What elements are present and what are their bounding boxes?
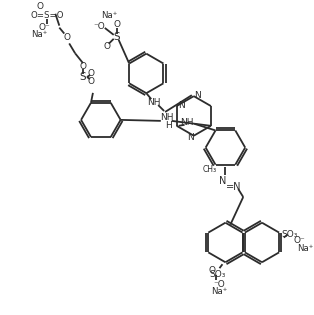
Text: N: N [219, 176, 226, 186]
Text: N: N [187, 133, 194, 142]
Text: Na⁺: Na⁺ [211, 287, 228, 296]
Text: H: H [165, 121, 172, 130]
Text: O: O [88, 69, 95, 77]
Text: O: O [113, 20, 120, 30]
Text: ⁻O: ⁻O [93, 22, 105, 32]
Text: O⁻: O⁻ [294, 236, 306, 245]
Text: O: O [103, 42, 110, 51]
Text: O⁻: O⁻ [39, 23, 50, 32]
Text: NH: NH [180, 118, 193, 127]
Text: ⁻O: ⁻O [214, 279, 225, 289]
Text: O=S=O: O=S=O [31, 11, 64, 20]
Text: SO₃: SO₃ [209, 270, 226, 279]
Text: Na⁺: Na⁺ [101, 11, 118, 20]
Text: NH: NH [160, 113, 174, 123]
Text: CH₃: CH₃ [203, 165, 217, 174]
Text: O: O [36, 2, 43, 11]
Text: O: O [79, 62, 87, 71]
Text: O: O [208, 266, 215, 275]
Text: =N: =N [225, 182, 241, 192]
Text: S: S [113, 32, 120, 42]
Text: O: O [88, 77, 95, 85]
Text: Na⁺: Na⁺ [297, 244, 314, 253]
Text: SO₃: SO₃ [281, 230, 298, 239]
Text: NH: NH [148, 98, 161, 106]
Text: N: N [178, 100, 185, 110]
Text: S: S [80, 72, 86, 82]
Text: N: N [194, 91, 201, 100]
Text: Na⁺: Na⁺ [31, 30, 48, 39]
Text: O: O [64, 33, 71, 42]
